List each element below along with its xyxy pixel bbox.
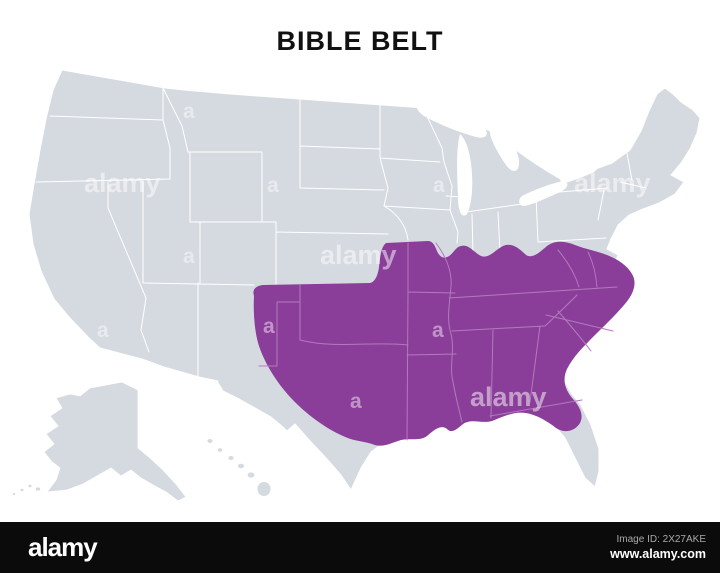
alamy-logo: alamy — [28, 532, 98, 562]
state-borders-belt — [258, 242, 618, 441]
hawaii-islands — [207, 439, 271, 496]
credit-info: Image ID: 2X27AKE www.alamy.com — [610, 534, 706, 561]
lake-michigan — [457, 134, 473, 216]
lake-superior — [417, 106, 487, 138]
credit-bar: alamy Image ID: 2X27AKE www.alamy.com — [0, 522, 720, 573]
image-id-text: Image ID: 2X27AKE — [616, 534, 707, 545]
state-borders-west — [35, 85, 647, 382]
page-title: BIBLE BELT — [276, 26, 444, 56]
great-lakes — [417, 106, 599, 216]
lake-huron — [490, 127, 520, 172]
website-text: www.alamy.com — [610, 547, 706, 561]
lake-erie — [519, 181, 568, 206]
alaska-shape — [43, 381, 187, 502]
lake-ontario — [560, 163, 599, 183]
aleutian-islands — [12, 484, 41, 495]
